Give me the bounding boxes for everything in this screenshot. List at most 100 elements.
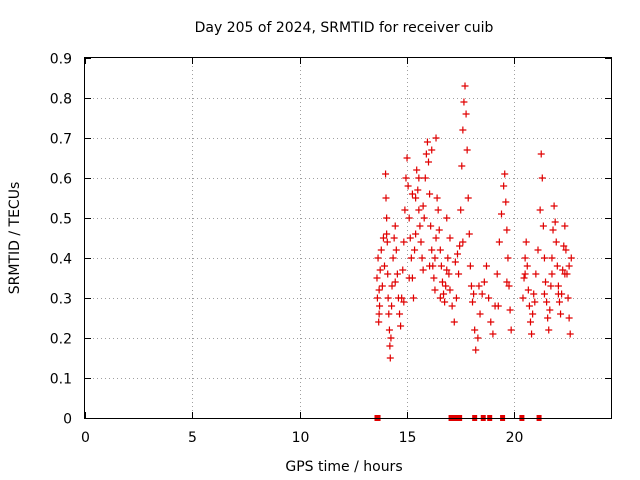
data-point — [480, 278, 488, 286]
data-point — [383, 230, 391, 238]
data-points — [373, 82, 575, 362]
data-point — [390, 234, 398, 242]
data-point — [536, 206, 544, 214]
data-point — [554, 290, 562, 298]
data-point — [387, 334, 395, 342]
data-point — [417, 238, 425, 246]
data-point — [466, 262, 474, 270]
y-axis-label: SRMTID / TECUs — [7, 182, 23, 295]
data-point — [375, 310, 383, 318]
data-point — [495, 238, 503, 246]
data-point — [566, 330, 574, 338]
data-point — [469, 298, 477, 306]
data-point — [405, 274, 413, 282]
data-point — [561, 222, 569, 230]
data-point — [436, 294, 444, 302]
data-point — [386, 354, 394, 362]
data-point — [419, 266, 427, 274]
data-point — [467, 282, 475, 290]
data-point — [452, 294, 460, 302]
data-point — [437, 262, 445, 270]
data-point — [401, 206, 409, 214]
data-point — [434, 206, 442, 214]
data-point — [520, 274, 528, 282]
data-point — [431, 286, 439, 294]
data-point — [375, 318, 383, 326]
data-point — [475, 282, 483, 290]
y-tick-label: 0.8 — [50, 92, 72, 108]
data-point — [411, 246, 419, 254]
data-point — [542, 278, 550, 286]
y-tick-label: 0.1 — [50, 372, 72, 388]
data-point — [376, 302, 384, 310]
data-point — [432, 134, 440, 142]
data-point — [430, 274, 438, 282]
data-point — [549, 226, 557, 234]
data-point — [428, 246, 436, 254]
data-point — [383, 238, 391, 246]
data-point — [560, 242, 568, 250]
data-point — [559, 266, 567, 274]
data-point — [438, 278, 446, 286]
data-point — [526, 318, 534, 326]
data-point — [478, 290, 486, 298]
data-point — [428, 146, 436, 154]
data-point — [503, 226, 511, 234]
data-point — [528, 330, 536, 338]
data-point — [485, 294, 493, 302]
data-point — [567, 254, 575, 262]
data-point — [423, 138, 431, 146]
data-point — [521, 270, 529, 278]
y-tick-label: 0 — [63, 412, 72, 428]
data-point — [402, 174, 410, 182]
data-point — [460, 98, 468, 106]
data-point — [440, 290, 448, 298]
data-point — [403, 154, 411, 162]
data-point — [455, 270, 463, 278]
data-point — [451, 258, 459, 266]
data-point — [450, 318, 458, 326]
data-point — [413, 166, 421, 174]
data-point — [540, 290, 548, 298]
data-point — [500, 182, 508, 190]
data-point — [382, 170, 390, 178]
data-point — [537, 150, 545, 158]
data-point — [380, 262, 388, 270]
data-point — [503, 278, 511, 286]
data-point — [426, 262, 434, 270]
data-point — [373, 274, 381, 282]
data-point — [406, 234, 414, 242]
data-point — [472, 346, 480, 354]
data-point — [404, 182, 412, 190]
data-point — [562, 246, 570, 254]
data-point — [453, 250, 461, 258]
data-point — [506, 306, 514, 314]
data-point — [374, 254, 382, 262]
x-tick-label: 0 — [81, 430, 90, 446]
data-point — [392, 246, 400, 254]
data-point — [498, 210, 506, 218]
data-point — [482, 262, 490, 270]
data-point — [446, 234, 454, 242]
data-point — [405, 214, 413, 222]
data-point — [456, 242, 464, 250]
data-point — [419, 202, 427, 210]
data-point — [465, 230, 473, 238]
data-point — [373, 294, 381, 302]
data-point — [463, 146, 471, 154]
data-point — [474, 334, 482, 342]
data-point — [531, 298, 539, 306]
data-point — [564, 294, 572, 302]
plot-frame — [84, 57, 612, 419]
data-point — [443, 266, 451, 274]
data-point — [548, 254, 556, 262]
data-point — [507, 326, 515, 334]
data-point — [420, 214, 428, 222]
data-point — [398, 294, 406, 302]
data-point — [553, 262, 561, 270]
data-point — [441, 298, 449, 306]
data-point — [412, 230, 420, 238]
data-point — [408, 190, 416, 198]
data-point — [545, 326, 553, 334]
